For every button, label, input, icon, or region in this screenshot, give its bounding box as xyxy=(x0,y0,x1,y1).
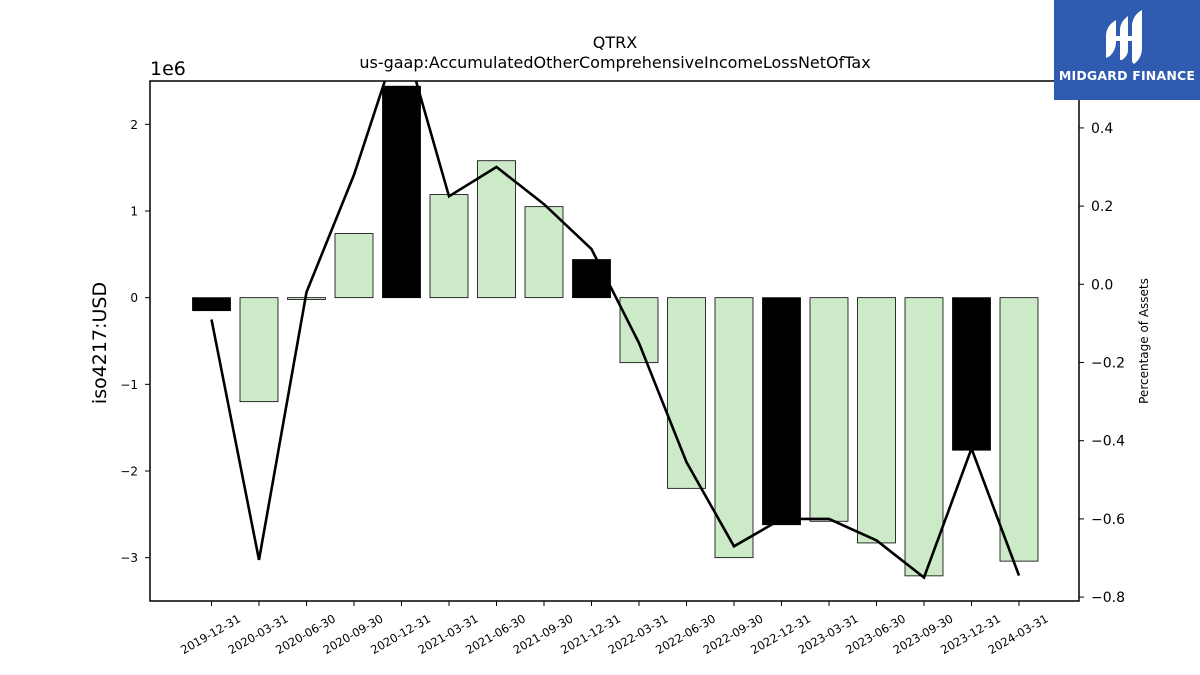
chart-subtitle: us-gaap:AccumulatedOtherComprehensiveInc… xyxy=(359,53,870,72)
y2-axis-label: Percentage of Assets xyxy=(1137,278,1151,404)
y-tick-label: 0 xyxy=(130,291,138,305)
ratio-line xyxy=(210,81,1021,580)
y-tick-label: −3 xyxy=(120,551,138,565)
bar-2020-09-30 xyxy=(334,233,374,299)
y-tick-label: −2 xyxy=(120,465,138,479)
y2-tick-label: −0.6 xyxy=(1091,512,1125,528)
y-tick-label: 2 xyxy=(130,118,138,132)
bar-2020-12-31 xyxy=(382,85,421,299)
bar-2023-09-30 xyxy=(904,297,944,577)
bar-2021-03-31 xyxy=(429,194,469,299)
midgard-finance-logo: MIDGARD FINANCE xyxy=(1054,0,1200,100)
y-axis-label: iso4217:USD xyxy=(89,282,111,404)
y2-tick-label: 0.0 xyxy=(1091,277,1113,293)
bar-2022-03-31 xyxy=(619,297,659,364)
y-offset-label: 1e6 xyxy=(150,58,186,80)
ratio-line-group xyxy=(210,81,1021,580)
y2-tick-label: −0.2 xyxy=(1091,356,1125,372)
bar-2021-06-30 xyxy=(477,160,516,299)
bar-2022-12-31 xyxy=(762,297,801,526)
bar-2021-12-31 xyxy=(572,259,611,299)
bar-2022-06-30 xyxy=(667,297,706,489)
logo-text: MIDGARD FINANCE xyxy=(1058,68,1196,83)
bar-2021-09-30 xyxy=(524,206,564,299)
y-tick-label: −1 xyxy=(120,378,138,392)
logo-background xyxy=(1054,0,1200,100)
y-tick-label: 1 xyxy=(130,205,138,219)
bar-2019-12-31 xyxy=(192,297,231,312)
bar-2024-03-31 xyxy=(999,297,1039,562)
y2-tick-label: 0.2 xyxy=(1091,199,1113,215)
bars-group xyxy=(192,85,1039,577)
y2-tick-label: −0.4 xyxy=(1091,434,1125,450)
y2-tick-label: 0.4 xyxy=(1091,121,1113,137)
bar-2020-03-31 xyxy=(239,297,279,403)
plot-frame xyxy=(149,80,1080,602)
chart-title: QTRX xyxy=(593,33,637,52)
logo-mark-icon xyxy=(1106,10,1142,64)
bar-2023-06-30 xyxy=(857,297,896,544)
y2-tick-label: −0.8 xyxy=(1091,590,1125,606)
bar-2023-12-31 xyxy=(952,297,991,451)
bar-2022-09-30 xyxy=(714,297,754,559)
bar-2023-03-31 xyxy=(809,297,849,522)
